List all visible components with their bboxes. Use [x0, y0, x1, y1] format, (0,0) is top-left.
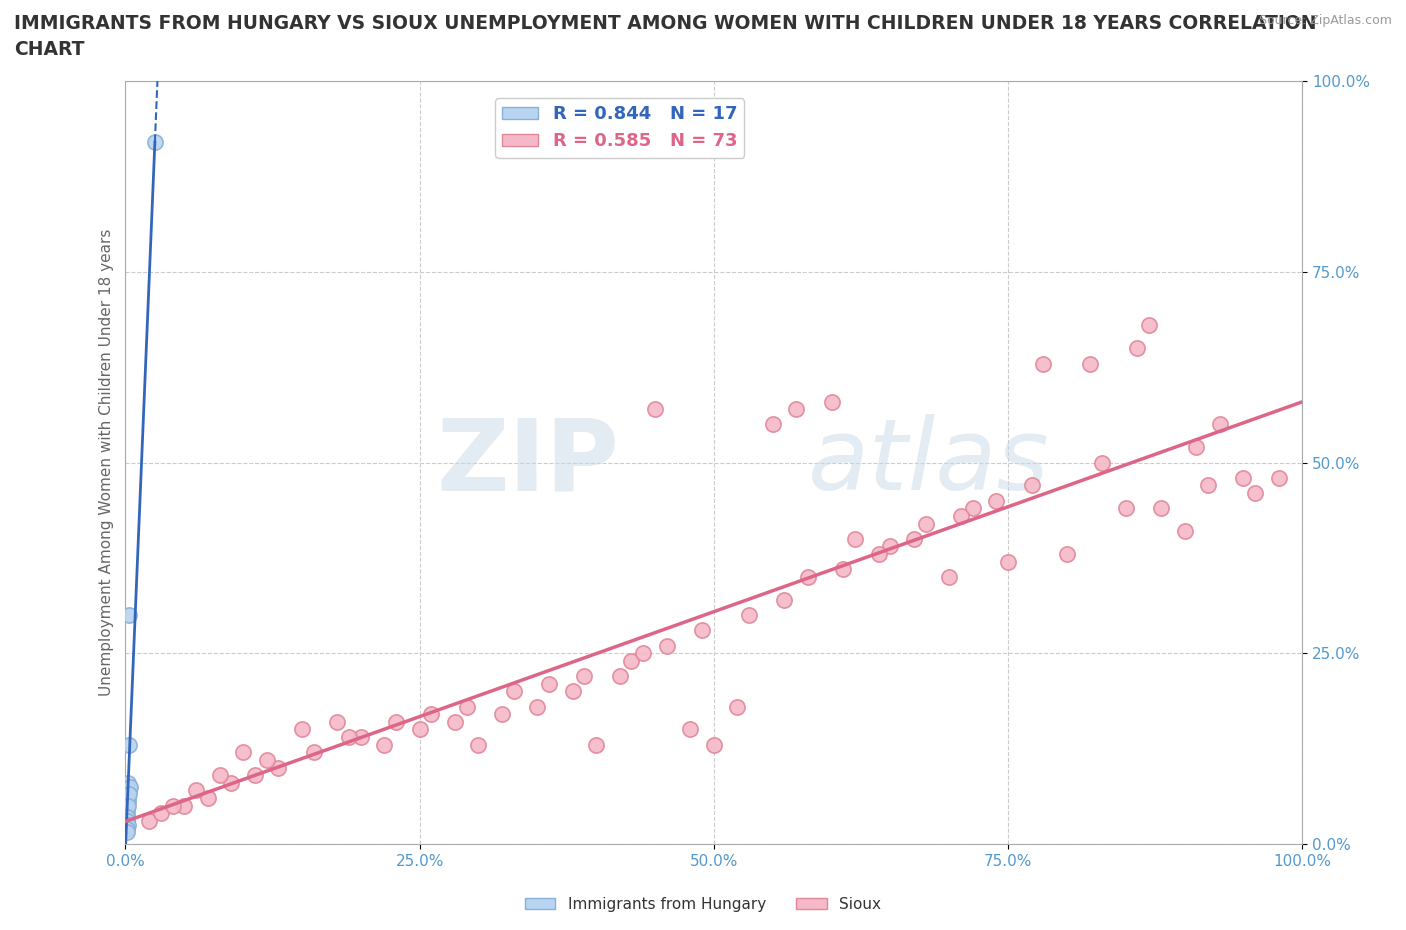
Point — [118, 737, 141, 752]
Point — [703, 737, 725, 752]
Point — [1150, 501, 1173, 516]
Legend: Immigrants from Hungary, Sioux: Immigrants from Hungary, Sioux — [519, 891, 887, 918]
Point — [117, 798, 139, 813]
Point — [117, 776, 139, 790]
Text: ZIP: ZIP — [437, 414, 620, 512]
Point — [502, 684, 524, 698]
Legend: R = 0.844   N = 17, R = 0.585   N = 73: R = 0.844 N = 17, R = 0.585 N = 73 — [495, 98, 744, 157]
Point — [1032, 356, 1054, 371]
Text: Source: ZipAtlas.com: Source: ZipAtlas.com — [1258, 14, 1392, 27]
Point — [1091, 455, 1114, 470]
Text: IMMIGRANTS FROM HUNGARY VS SIOUX UNEMPLOYMENT AMONG WOMEN WITH CHILDREN UNDER 18: IMMIGRANTS FROM HUNGARY VS SIOUX UNEMPLO… — [14, 14, 1316, 33]
Point — [373, 737, 395, 752]
Point — [115, 825, 138, 840]
Point — [385, 714, 408, 729]
Point — [197, 790, 219, 805]
Point — [938, 569, 960, 584]
Point — [986, 493, 1008, 508]
Point — [1080, 356, 1102, 371]
Point — [1197, 478, 1219, 493]
Point — [679, 722, 702, 737]
Point — [337, 730, 360, 745]
Point — [118, 607, 141, 622]
Point — [115, 814, 138, 829]
Point — [1126, 340, 1149, 355]
Point — [138, 814, 160, 829]
Point — [120, 779, 142, 794]
Point — [115, 802, 138, 817]
Point — [149, 805, 172, 820]
Point — [1209, 417, 1232, 432]
Point — [267, 760, 290, 775]
Point — [173, 798, 195, 813]
Point — [785, 402, 807, 417]
Point — [1244, 485, 1267, 500]
Point — [115, 805, 138, 820]
Point — [644, 402, 666, 417]
Point — [1267, 471, 1289, 485]
Point — [256, 752, 278, 767]
Point — [232, 745, 254, 760]
Point — [832, 562, 855, 577]
Point — [491, 707, 513, 722]
Point — [538, 676, 561, 691]
Point — [143, 135, 166, 150]
Point — [117, 790, 139, 805]
Point — [844, 531, 866, 546]
Point — [914, 516, 936, 531]
Point — [117, 817, 139, 832]
Point — [725, 699, 748, 714]
Point — [773, 592, 796, 607]
Point — [903, 531, 925, 546]
Point — [949, 509, 972, 524]
Point — [208, 768, 231, 783]
Point — [526, 699, 548, 714]
Point — [1232, 471, 1254, 485]
Point — [1173, 524, 1195, 538]
Point — [609, 669, 631, 684]
Point — [456, 699, 478, 714]
Point — [291, 722, 314, 737]
Point — [326, 714, 349, 729]
Point — [118, 783, 141, 798]
Point — [350, 730, 373, 745]
Point — [574, 669, 596, 684]
Point — [444, 714, 467, 729]
Point — [997, 554, 1019, 569]
Point — [631, 645, 654, 660]
Point — [118, 787, 141, 802]
Point — [762, 417, 785, 432]
Point — [585, 737, 607, 752]
Point — [561, 684, 583, 698]
Point — [738, 607, 761, 622]
Point — [302, 745, 325, 760]
Point — [1056, 547, 1078, 562]
Point — [1115, 501, 1137, 516]
Point — [962, 501, 984, 516]
Text: CHART: CHART — [14, 40, 84, 59]
Point — [655, 638, 678, 653]
Point — [820, 394, 842, 409]
Point — [797, 569, 820, 584]
Text: atlas: atlas — [808, 414, 1050, 512]
Point — [221, 776, 243, 790]
Point — [115, 821, 138, 836]
Point — [115, 810, 138, 825]
Point — [1185, 440, 1208, 455]
Point — [879, 539, 901, 554]
Point — [184, 783, 207, 798]
Point — [690, 623, 713, 638]
Point — [868, 547, 890, 562]
Y-axis label: Unemployment Among Women with Children Under 18 years: Unemployment Among Women with Children U… — [100, 229, 114, 697]
Point — [1137, 318, 1160, 333]
Point — [620, 654, 643, 669]
Point — [117, 794, 139, 809]
Point — [162, 798, 184, 813]
Point — [408, 722, 430, 737]
Point — [467, 737, 489, 752]
Point — [1021, 478, 1043, 493]
Point — [243, 768, 266, 783]
Point — [420, 707, 443, 722]
